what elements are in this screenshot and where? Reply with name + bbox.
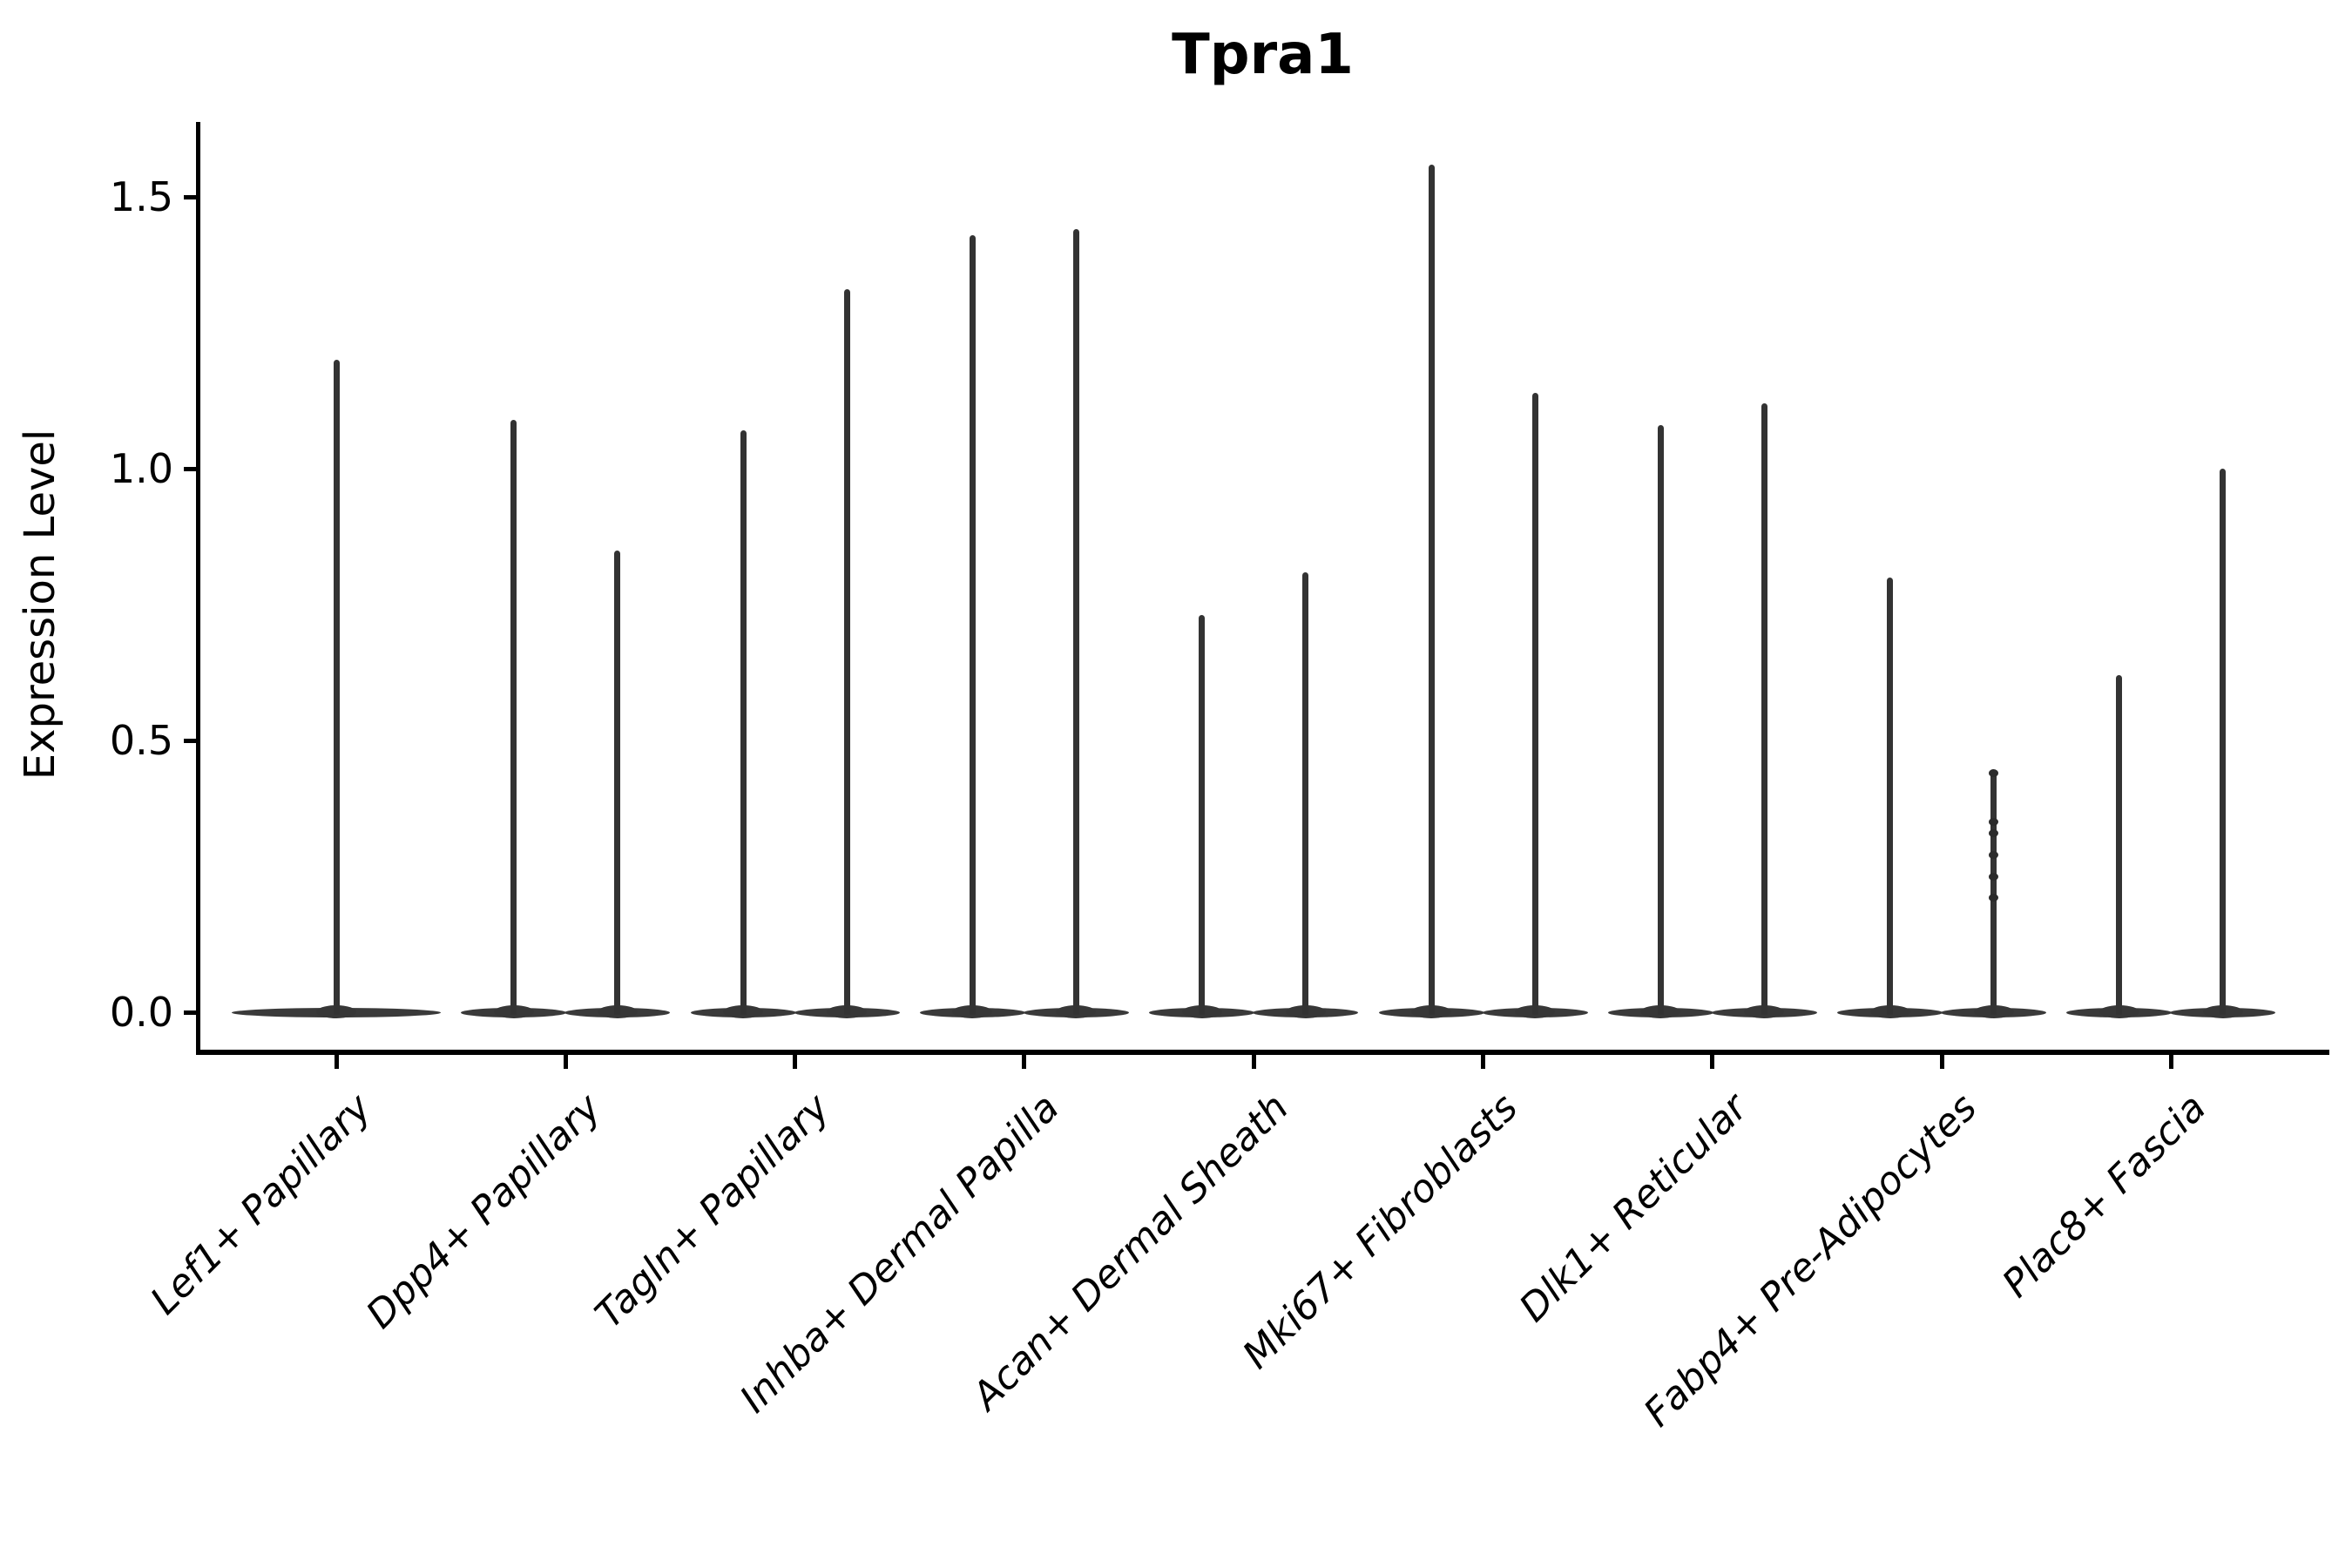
x-tick-mark xyxy=(334,1055,339,1069)
x-tick-label: Dpp4+ Papillary xyxy=(357,1085,610,1338)
x-tick-mark xyxy=(1939,1055,1944,1069)
x-tick-label: Dlk1+ Reticular xyxy=(1511,1085,1756,1331)
violin-spike xyxy=(1990,773,1997,1015)
violin-spike xyxy=(1072,229,1079,1015)
jitter-point xyxy=(1989,872,1999,881)
y-tick-label: 1.0 xyxy=(109,445,173,492)
violin-spike xyxy=(1302,571,1309,1015)
violin-spike xyxy=(614,550,621,1015)
y-tick-mark xyxy=(184,1010,198,1015)
y-tick-mark xyxy=(184,194,198,199)
x-tick-label: Plac8+ Fascia xyxy=(1994,1085,2215,1307)
x-tick-mark xyxy=(1251,1055,1256,1069)
x-tick-mark xyxy=(793,1055,798,1069)
violin-spike xyxy=(1531,392,1538,1015)
x-tick-label: Lef1+ Papillary xyxy=(142,1085,381,1324)
y-tick-mark xyxy=(184,738,198,743)
violin-spike xyxy=(1657,425,1664,1015)
jitter-point xyxy=(1989,828,1999,837)
x-tick-mark xyxy=(2168,1055,2173,1069)
x-tick-mark xyxy=(1022,1055,1027,1069)
violin-spike xyxy=(1428,164,1435,1015)
violin-spike xyxy=(510,419,517,1015)
violin-spike xyxy=(740,430,747,1015)
x-tick-mark xyxy=(563,1055,568,1069)
chart-title: Tpra1 xyxy=(1172,23,1354,87)
jitter-point xyxy=(1989,818,1999,827)
x-tick-mark xyxy=(1710,1055,1715,1069)
violin-spike xyxy=(969,234,976,1015)
violin-spike xyxy=(1199,615,1206,1015)
jitter-point xyxy=(1989,850,1999,859)
y-tick-label: 0.0 xyxy=(109,989,173,1036)
y-tick-label: 0.5 xyxy=(109,717,173,764)
x-tick-mark xyxy=(1481,1055,1485,1069)
y-tick-label: 1.5 xyxy=(109,173,173,220)
violin-spike xyxy=(2116,675,2123,1015)
violin-spike xyxy=(333,360,340,1015)
jitter-point xyxy=(1989,894,1999,902)
y-tick-mark xyxy=(184,466,198,471)
violin-spike xyxy=(843,289,850,1015)
y-axis-spine xyxy=(196,122,200,1055)
violin-spike xyxy=(2220,469,2227,1015)
jitter-point xyxy=(1989,768,1999,777)
violin-spike xyxy=(1761,403,1767,1015)
violin-spike xyxy=(1887,577,1894,1015)
x-tick-label: Tagln+ Papillary xyxy=(586,1085,839,1337)
x-axis-spine xyxy=(196,1050,2329,1055)
